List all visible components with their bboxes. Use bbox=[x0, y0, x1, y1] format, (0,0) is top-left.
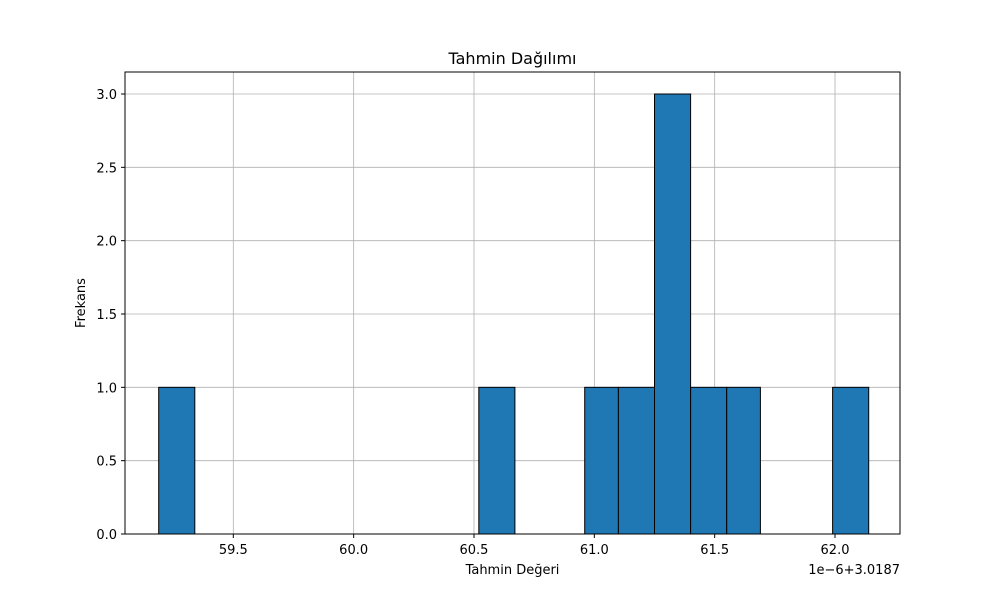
axes-frame bbox=[124, 71, 901, 535]
chart-title: Tahmin Dağılımı bbox=[448, 49, 577, 68]
histogram-bar bbox=[617, 386, 656, 535]
x-tick-label: 61.5 bbox=[700, 543, 729, 558]
histogram-bar bbox=[654, 93, 692, 535]
y-tick-label: 0.0 bbox=[96, 528, 117, 543]
x-tick-label: 61.0 bbox=[580, 543, 609, 558]
x-tick-label: 60.5 bbox=[460, 543, 489, 558]
histogram-bar bbox=[690, 386, 728, 535]
histogram-bar bbox=[584, 386, 619, 535]
histogram-bar bbox=[726, 386, 761, 535]
x-axis-offset-label: 1e−6+3.0187 bbox=[808, 563, 900, 578]
y-tick-label: 1.0 bbox=[96, 381, 117, 396]
y-tick-label: 1.5 bbox=[96, 308, 117, 323]
histogram-bar bbox=[478, 386, 516, 535]
y-tick-label: 0.5 bbox=[96, 455, 117, 470]
y-tick-label: 3.0 bbox=[96, 88, 117, 103]
x-axis-ticks: 59.5 60.0 60.5 61.0 61.5 62.0 bbox=[219, 534, 850, 558]
y-tick-label: 2.0 bbox=[96, 235, 117, 250]
x-tick-label: 62.0 bbox=[821, 543, 850, 558]
y-tick-label: 2.5 bbox=[96, 161, 117, 176]
histogram-bar bbox=[832, 386, 870, 535]
histogram-bar bbox=[158, 386, 196, 535]
histogram-bars bbox=[158, 93, 870, 535]
x-axis-label: Tahmin Değeri bbox=[465, 563, 560, 578]
x-tick-label: 60.0 bbox=[339, 543, 368, 558]
y-axis-ticks: 0.0 0.5 1.0 1.5 2.0 2.5 3.0 bbox=[96, 88, 125, 543]
x-tick-label: 59.5 bbox=[219, 543, 248, 558]
y-axis-label: Frekans bbox=[74, 278, 89, 328]
